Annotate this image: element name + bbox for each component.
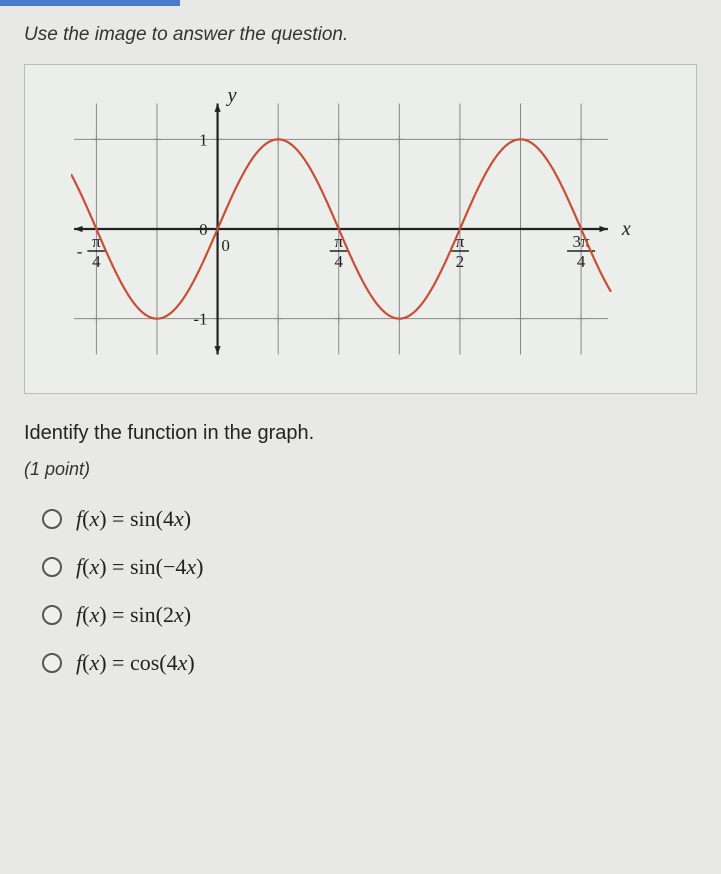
svg-text:y: y <box>225 89 236 106</box>
svg-text:-: - <box>76 242 82 261</box>
function-graph: yx10-1-π40π4π23π4 <box>71 89 651 369</box>
option-4[interactable]: f(x) = cos(4x) <box>42 650 697 676</box>
option-1[interactable]: f(x) = sin(4x) <box>42 506 697 532</box>
radio-button[interactable] <box>42 605 62 625</box>
svg-text:4: 4 <box>576 252 585 271</box>
question-text: Identify the function in the graph. <box>24 422 697 445</box>
radio-button[interactable] <box>42 557 62 577</box>
svg-text:1: 1 <box>199 130 208 149</box>
instruction-text: Use the image to answer the question. <box>24 24 697 46</box>
option-3[interactable]: f(x) = sin(2x) <box>42 602 697 628</box>
svg-text:2: 2 <box>455 252 464 271</box>
radio-button[interactable] <box>42 653 62 673</box>
options-group: f(x) = sin(4x) f(x) = sin(−4x) f(x) = sin(… <box>24 506 697 676</box>
points-label: (1 point) <box>24 459 697 480</box>
svg-text:x: x <box>620 218 630 240</box>
svg-text:4: 4 <box>334 252 343 271</box>
svg-text:-1: -1 <box>193 310 207 329</box>
option-formula: f(x) = sin(−4x) <box>76 554 203 580</box>
option-formula: f(x) = cos(4x) <box>76 650 195 676</box>
option-formula: f(x) = sin(2x) <box>76 602 191 628</box>
main-content: Use the image to answer the question. y x… <box>0 6 721 716</box>
svg-text:0: 0 <box>199 220 208 239</box>
svg-text:4: 4 <box>92 252 101 271</box>
svg-text:0: 0 <box>221 236 230 255</box>
option-2[interactable]: f(x) = sin(−4x) <box>42 554 697 580</box>
graph-container: yx10-1-π40π4π23π4 <box>24 64 697 394</box>
radio-button[interactable] <box>42 509 62 529</box>
option-formula: f(x) = sin(4x) <box>76 506 191 532</box>
